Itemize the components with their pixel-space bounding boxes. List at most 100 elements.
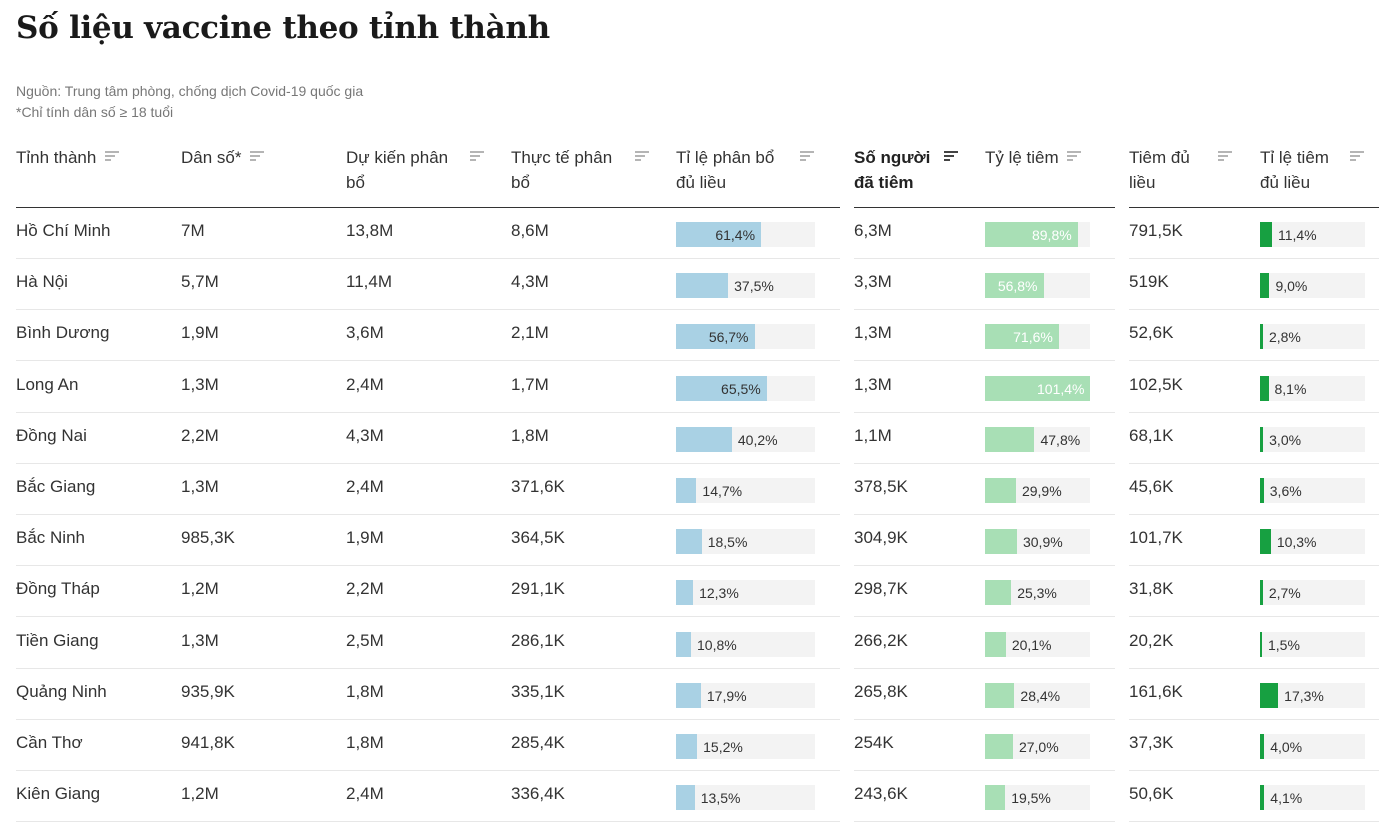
bar-alloc-rate: 65,5%: [676, 375, 815, 401]
row-divider: [1129, 309, 1379, 311]
row-divider: [1129, 718, 1379, 720]
bar-fill: [1260, 631, 1262, 657]
cell-planned: 3,6M: [346, 323, 384, 343]
column-header-planned[interactable]: Dự kiến phân bổ: [346, 145, 486, 207]
table-row: Bắc Ninh 985,3K 1,9M 364,5K 18,5% 304,9K 30,9%…: [0, 515, 1379, 567]
row-divider: [1129, 411, 1379, 413]
bar-value-label: 20,1%: [1011, 636, 1052, 653]
cell-vaccinated: 243,6K: [854, 784, 908, 804]
row-divider: [854, 565, 1115, 567]
bar-full-rate: 1,5%: [1260, 631, 1365, 657]
sort-lines-icon[interactable]: [1350, 151, 1364, 161]
bar-alloc-rate: 61,4%: [676, 222, 815, 247]
row-divider: [854, 258, 1115, 259]
sort-lines-icon[interactable]: [800, 151, 814, 161]
row-divider: [854, 309, 1115, 311]
column-header-label: Thực tế phân bổ: [511, 145, 612, 195]
cell-province: Kiên Giang: [16, 784, 101, 804]
cell-full: 37,3K: [1129, 733, 1174, 752]
cell-actual: 335,1K: [511, 681, 565, 701]
source-line: Nguồn: Trung tâm phòng, chống dịch Covid…: [16, 83, 364, 99]
sort-lines-icon[interactable]: [635, 151, 649, 161]
bar-value-label: 18,5%: [707, 534, 748, 551]
bar-value-label: 12,3%: [699, 585, 739, 602]
sort-lines-icon[interactable]: [1067, 151, 1081, 161]
row-divider: [854, 514, 1115, 515]
bar-value-label: 11,4%: [1277, 227, 1317, 243]
cell-full: 20,2K: [1129, 630, 1174, 650]
sort-lines-icon[interactable]: [944, 151, 958, 161]
cell-actual: 8,6M: [511, 221, 549, 240]
cell-province: Đồng Tháp: [16, 579, 100, 599]
bar-value-label: 47,8%: [1040, 431, 1081, 448]
bar-fill: [985, 631, 1006, 657]
column-header-province[interactable]: Tỉnh thành: [16, 145, 121, 207]
table-row: Đồng Tháp 1,2M 2,2M 291,1K 12,3% 298,7K 25,3% 3…: [0, 566, 1379, 618]
bar-alloc-rate: 37,5%: [676, 273, 815, 299]
bar-value-label: 56,7%: [708, 329, 749, 346]
bar-value-label: 4,0%: [1270, 739, 1303, 755]
cell-province: Quảng Ninh: [16, 681, 107, 701]
bar-vacc-rate: 25,3%: [985, 580, 1090, 606]
bar-fill: [985, 426, 1035, 452]
cell-planned: 13,8M: [346, 221, 394, 240]
header-text-line: Dân số*: [181, 148, 242, 167]
bar-value-label: 3,6%: [1269, 483, 1302, 499]
sort-lines-icon[interactable]: [470, 151, 484, 161]
bar-alloc-rate: 40,2%: [676, 426, 815, 452]
row-divider: [854, 667, 1115, 669]
bar-fill: [676, 682, 701, 708]
cell-population: 7M: [181, 221, 205, 240]
cell-full: 101,7K: [1129, 528, 1183, 548]
cell-province: Hà Nội: [16, 272, 68, 292]
table-row: Quảng Ninh 935,9K 1,8M 335,1K 17,9% 265,8K 28,…: [0, 669, 1379, 720]
cell-full: 791,5K: [1129, 221, 1183, 240]
bar-full-rate: 2,7%: [1260, 580, 1365, 606]
cell-province: Bình Dương: [16, 323, 110, 343]
bar-fill: [985, 222, 1078, 247]
sort-lines-icon[interactable]: [105, 151, 119, 161]
bar-fill: [676, 375, 768, 401]
row-divider: [16, 411, 840, 413]
sort-lines-icon[interactable]: [250, 151, 264, 161]
bar-value-label: 61,4%: [715, 227, 756, 243]
bar-value-label: 40,2%: [737, 431, 778, 448]
bar-fill: [985, 273, 1044, 299]
header-text-line: Thực tế phân: [511, 148, 613, 167]
table-row: Đồng Nai 2,2M 4,3M 1,8M 40,2% 1,1M 47,8% 68,1K 3…: [0, 413, 1379, 464]
cell-population: 1,3M: [181, 630, 219, 650]
bar-value-label: 8,1%: [1274, 380, 1307, 397]
header-text-line: Dự kiến phân: [346, 148, 449, 167]
column-header-vacc-rate[interactable]: Tỷ lệ tiêm: [985, 145, 1083, 207]
sort-lines-icon[interactable]: [1218, 151, 1232, 161]
cell-vaccinated: 378,5K: [854, 477, 908, 496]
row-divider: [16, 462, 840, 464]
table-row: Tiền Giang 1,3M 2,5M 286,1K 10,8% 266,2K 20,1%…: [0, 618, 1379, 669]
header-divider: [16, 207, 840, 208]
cell-full: 50,6K: [1129, 784, 1174, 804]
bar-full-rate: 4,1%: [1260, 785, 1365, 811]
column-header-alloc-rate[interactable]: Tỉ lệ phân bổ đủ liều: [676, 145, 816, 207]
bar-value-label: 27,0%: [1018, 739, 1059, 755]
bar-fill: [676, 426, 732, 452]
column-header-population[interactable]: Dân số*: [181, 145, 266, 207]
column-header-label: Tỉnh thành: [16, 145, 96, 170]
cell-planned: 4,3M: [346, 425, 384, 445]
cell-planned: 1,9M: [346, 528, 384, 548]
column-header-vaccinated[interactable]: Số người đã tiêm: [854, 145, 960, 207]
bar-value-label: 56,8%: [997, 278, 1038, 295]
bar-fill: [1260, 273, 1270, 299]
bar-full-rate: 9,0%: [1260, 273, 1365, 299]
row-divider: [16, 258, 840, 259]
column-header-full[interactable]: Tiêm đủ liều: [1129, 145, 1234, 207]
cell-planned: 2,4M: [346, 374, 384, 394]
bar-vacc-rate: 30,9%: [985, 529, 1090, 555]
cell-vaccinated: 6,3M: [854, 221, 892, 240]
bar-fill: [676, 631, 691, 657]
bar-alloc-rate: 10,8%: [676, 631, 815, 657]
bar-full-rate: 10,3%: [1260, 529, 1365, 555]
bar-value-label: 101,4%: [1037, 380, 1085, 397]
column-header-actual[interactable]: Thực tế phân bổ: [511, 145, 651, 207]
column-header-full-rate[interactable]: Tỉ lệ tiêm đủ liều: [1260, 145, 1366, 207]
bar-fill: [1260, 222, 1272, 247]
